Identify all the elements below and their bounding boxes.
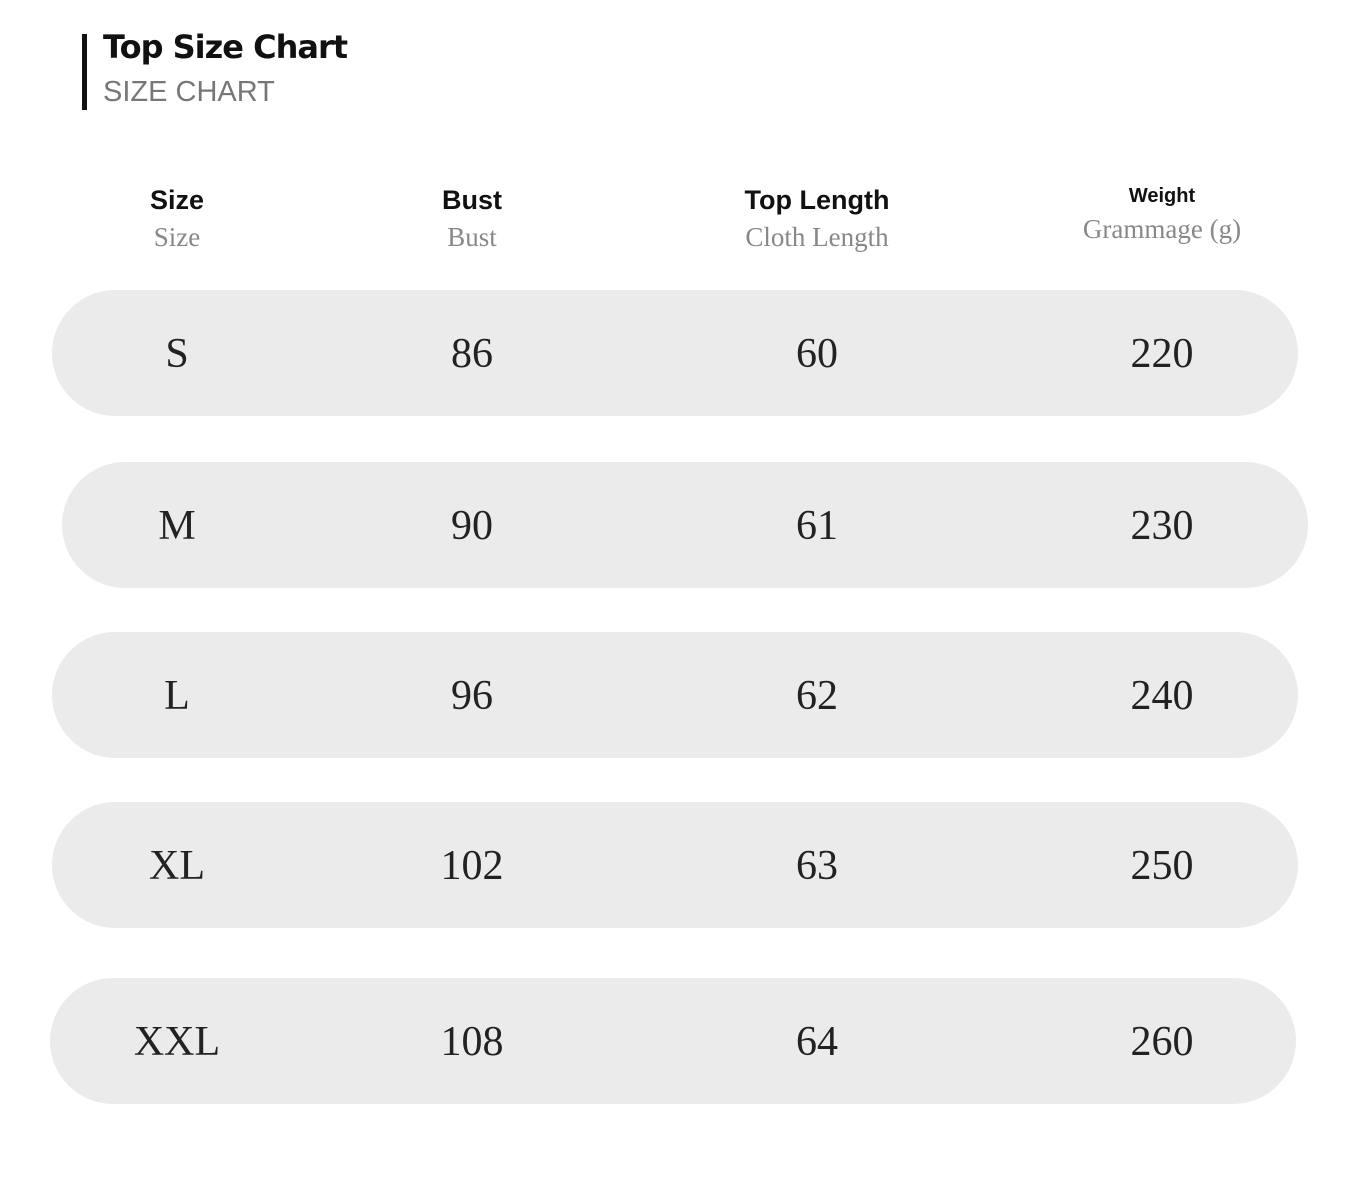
column-sublabel: Bust bbox=[447, 222, 497, 252]
table-cell: 60 bbox=[796, 331, 838, 377]
table-row: M 90 61 230 bbox=[62, 462, 1308, 588]
table-row: L 96 62 240 bbox=[52, 632, 1298, 758]
column-label: Bust bbox=[442, 185, 502, 215]
column-sublabel: Grammage (g) bbox=[1082, 214, 1242, 244]
column-sublabel: Cloth Length bbox=[745, 222, 889, 252]
table-cell: 102 bbox=[440, 843, 504, 889]
table-row: XXL 108 64 260 bbox=[50, 978, 1296, 1104]
title: Top Size Chart bbox=[103, 28, 348, 66]
column-label: Size bbox=[149, 185, 205, 215]
table-cell: 220 bbox=[1130, 331, 1194, 377]
column-sublabel: Size bbox=[153, 222, 201, 252]
column-label: Weight bbox=[1128, 185, 1196, 207]
table-cell: 108 bbox=[440, 1019, 504, 1065]
subtitle: SIZE CHART bbox=[103, 76, 275, 108]
table-cell: 64 bbox=[796, 1019, 838, 1065]
column-header: Bust Bust bbox=[322, 185, 622, 253]
table-cell: M bbox=[158, 503, 196, 549]
column-header: Top Length Cloth Length bbox=[667, 185, 967, 253]
column-header: Weight Grammage (g) bbox=[1012, 185, 1312, 245]
table-cell: 63 bbox=[796, 843, 838, 889]
table-cell: 250 bbox=[1130, 843, 1194, 889]
table-cell: 96 bbox=[451, 673, 493, 719]
table-cell: S bbox=[165, 331, 189, 377]
accent-bar bbox=[82, 34, 87, 110]
table-cell: 86 bbox=[451, 331, 493, 377]
table-cell: 230 bbox=[1130, 503, 1194, 549]
table-cell: XL bbox=[149, 843, 205, 889]
table-cell: 240 bbox=[1130, 673, 1194, 719]
column-header: Size Size bbox=[27, 185, 327, 253]
table-cell: 260 bbox=[1130, 1019, 1194, 1065]
table-cell: XXL bbox=[133, 1019, 221, 1065]
table-row: S 86 60 220 bbox=[52, 290, 1298, 416]
table-cell: L bbox=[164, 673, 190, 719]
table-cell: 62 bbox=[796, 673, 838, 719]
table-cell: 90 bbox=[451, 503, 493, 549]
table-cell: 61 bbox=[796, 503, 838, 549]
table-row: XL 102 63 250 bbox=[52, 802, 1298, 928]
column-label: Top Length bbox=[744, 185, 890, 215]
